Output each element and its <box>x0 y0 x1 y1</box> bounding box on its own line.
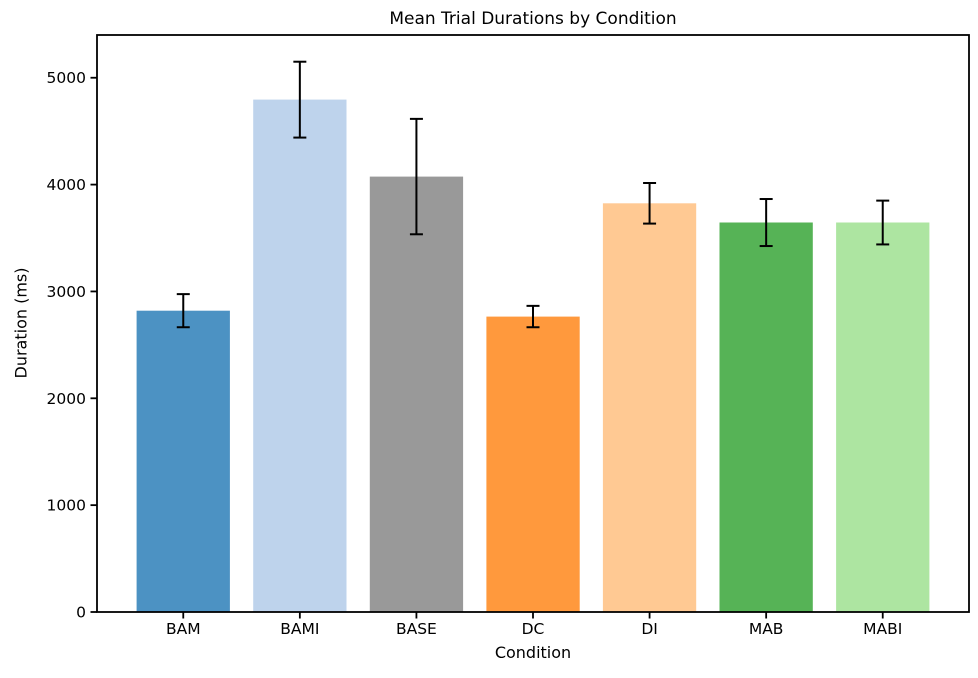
y-ticklabel-4000: 4000 <box>47 176 86 194</box>
x-ticklabel-MAB: MAB <box>749 620 784 638</box>
x-ticklabel-DC: DC <box>522 620 545 638</box>
y-ticklabel-0: 0 <box>76 604 86 622</box>
x-axis-label: Condition <box>494 643 572 662</box>
chart-title: Mean Trial Durations by Condition <box>389 9 677 29</box>
bar-BASE <box>369 176 464 612</box>
bar-BAMI <box>253 99 347 613</box>
x-ticklabel-BAMI: BAMI <box>280 620 319 638</box>
bar-BAM <box>136 310 230 612</box>
y-ticklabel-2000: 2000 <box>47 390 86 408</box>
bar-DC <box>486 316 580 612</box>
x-ticklabel-DI: DI <box>641 620 658 638</box>
y-ticklabel-1000: 1000 <box>47 497 86 515</box>
x-ticklabel-BASE: BASE <box>396 620 437 638</box>
y-ticklabel-5000: 5000 <box>47 69 86 87</box>
y-ticklabel-3000: 3000 <box>47 283 86 301</box>
y-axis-label: Duration (ms) <box>11 267 31 379</box>
x-ticklabel-MABI: MABI <box>863 620 902 638</box>
bar-DI <box>602 203 697 613</box>
bar-MAB <box>719 222 813 612</box>
bar-MABI <box>836 222 930 612</box>
x-ticklabel-BAM: BAM <box>166 620 201 638</box>
